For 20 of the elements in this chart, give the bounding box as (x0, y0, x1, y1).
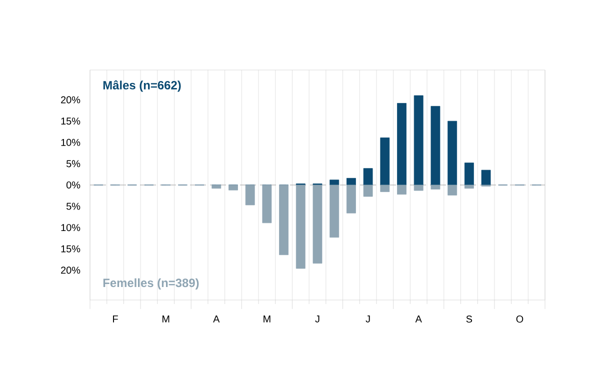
x-tick-label: J (366, 316, 370, 322)
y-tick-label: 5% (66, 160, 80, 168)
y-tick-label: 20% (61, 96, 80, 104)
x-tick-label: M (264, 316, 270, 322)
y-tick-label: 10% (61, 224, 80, 232)
x-tick-label: F (113, 316, 118, 322)
y-tick-label: 5% (66, 202, 80, 210)
y-tick-label: 20% (61, 266, 80, 274)
y-tick-label: 0% (66, 181, 80, 189)
x-tick-label: M (162, 316, 170, 322)
y-tick-label: 15% (61, 118, 80, 125)
x-tick-label: O (516, 316, 524, 323)
x-tick-label: J (315, 316, 320, 322)
x-tick-label: A (415, 316, 422, 322)
text: Femelles (n=389) (103, 278, 199, 290)
x-tick-label: S (466, 316, 472, 323)
x-tick-label: A (213, 316, 220, 322)
y-tick-label: 10% (61, 138, 80, 146)
y-tick-label: 15% (61, 245, 80, 252)
text: Mâles (n=662) (103, 80, 181, 92)
